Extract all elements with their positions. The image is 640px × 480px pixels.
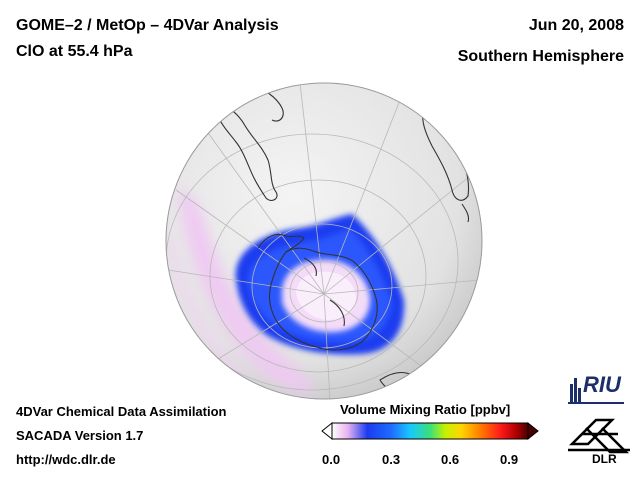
colorbar-tick: 0.3 xyxy=(382,452,401,467)
graticule xyxy=(166,83,481,399)
colorbar-tick: 0.0 xyxy=(322,452,341,467)
antarctic-peninsula-coastline xyxy=(257,233,305,253)
riu-logo-text: RIU xyxy=(583,372,621,397)
antarctica-coastline xyxy=(268,247,378,351)
dlr-logo-mark xyxy=(568,418,630,454)
footer-line-2: SACADA Version 1.7 xyxy=(16,428,144,443)
dlr-logo-text: DLR xyxy=(592,452,617,466)
colorbar-tick: 0.9 xyxy=(500,452,519,467)
south-america-coastline xyxy=(210,95,278,201)
footer-line-1: 4DVar Chemical Data Assimilation xyxy=(16,404,227,419)
globe-outline xyxy=(165,82,483,400)
clo-low-field xyxy=(166,190,316,395)
colorbar-min-arrow xyxy=(321,421,333,441)
colorbar-gradient xyxy=(331,422,529,440)
colorbar-max-arrow xyxy=(527,421,539,441)
date-label: Jun 20, 2008 xyxy=(528,17,624,34)
colorbar-tick: 0.6 xyxy=(441,452,460,467)
riu-logo-mark xyxy=(568,378,624,404)
globe xyxy=(165,82,483,400)
title-line-2: ClO at 55.4 hPa xyxy=(16,43,133,60)
colorbar-title: Volume Mixing Ratio [ppbv] xyxy=(340,402,511,417)
footer-url: http://wdc.dlr.de xyxy=(16,452,116,467)
clo-vortex xyxy=(235,214,405,355)
title-line-1: GOME–2 / MetOp – 4DVar Analysis xyxy=(16,17,279,34)
hemisphere-label: Southern Hemisphere xyxy=(457,48,624,65)
colorbar xyxy=(321,421,539,441)
